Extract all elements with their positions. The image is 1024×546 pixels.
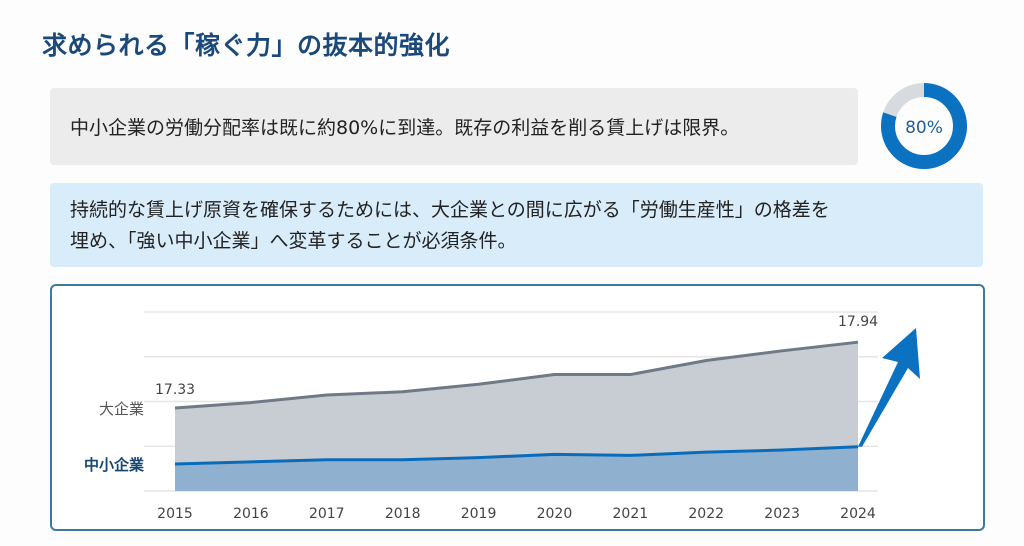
growth-arrow-icon bbox=[858, 328, 920, 447]
area-sme bbox=[175, 446, 858, 491]
x-tick-label: 2019 bbox=[461, 506, 497, 522]
x-tick-label: 2023 bbox=[764, 506, 800, 522]
x-tick-label: 2018 bbox=[385, 506, 421, 522]
x-tick-label: 2022 bbox=[688, 506, 724, 522]
x-tick-label: 2016 bbox=[233, 506, 269, 522]
x-tick-label: 2017 bbox=[309, 506, 345, 522]
donut-label: 80% bbox=[905, 118, 943, 138]
donut-fill bbox=[881, 83, 967, 169]
series-label: 中小企業 bbox=[84, 456, 145, 474]
x-tick-label: 2021 bbox=[613, 506, 649, 522]
productivity-note: 持続的な賃上げ原資を確保するためには、大企業との間に広がる「労働生産性」の格差を… bbox=[50, 183, 983, 267]
series-label: 大企業 bbox=[99, 400, 144, 418]
labor-share-text: 中小企業の労働分配率は既に約80%に到達。既存の利益を削る賃上げは限界。 bbox=[70, 117, 740, 139]
x-tick-label: 2015 bbox=[157, 506, 193, 522]
labor-share-note: 中小企業の労働分配率は既に約80%に到達。既存の利益を削る賃上げは限界。 bbox=[50, 88, 858, 165]
productivity-chart: 大企業中小企業 2015 2016 2017 2018 2019 2020 2021 2022 2… bbox=[50, 284, 985, 531]
line-large bbox=[174, 340, 859, 410]
data-label: 17.94 bbox=[838, 314, 878, 330]
productivity-line-2: 埋め、「強い中小企業」へ変革することが必須条件。 bbox=[70, 230, 517, 252]
line-sme bbox=[174, 445, 859, 466]
data-label: 17.33 bbox=[155, 382, 195, 398]
productivity-line-1: 持続的な賃上げ原資を確保するためには、大企業との間に広がる「労働生産性」の格差を bbox=[70, 199, 830, 221]
x-tick-label: 2020 bbox=[537, 506, 573, 522]
x-tick-label: 2024 bbox=[840, 506, 876, 522]
page-title: 求められる「稼ぐ力」の抜本的強化 bbox=[42, 31, 451, 60]
donut-chart: 80% bbox=[881, 83, 967, 169]
